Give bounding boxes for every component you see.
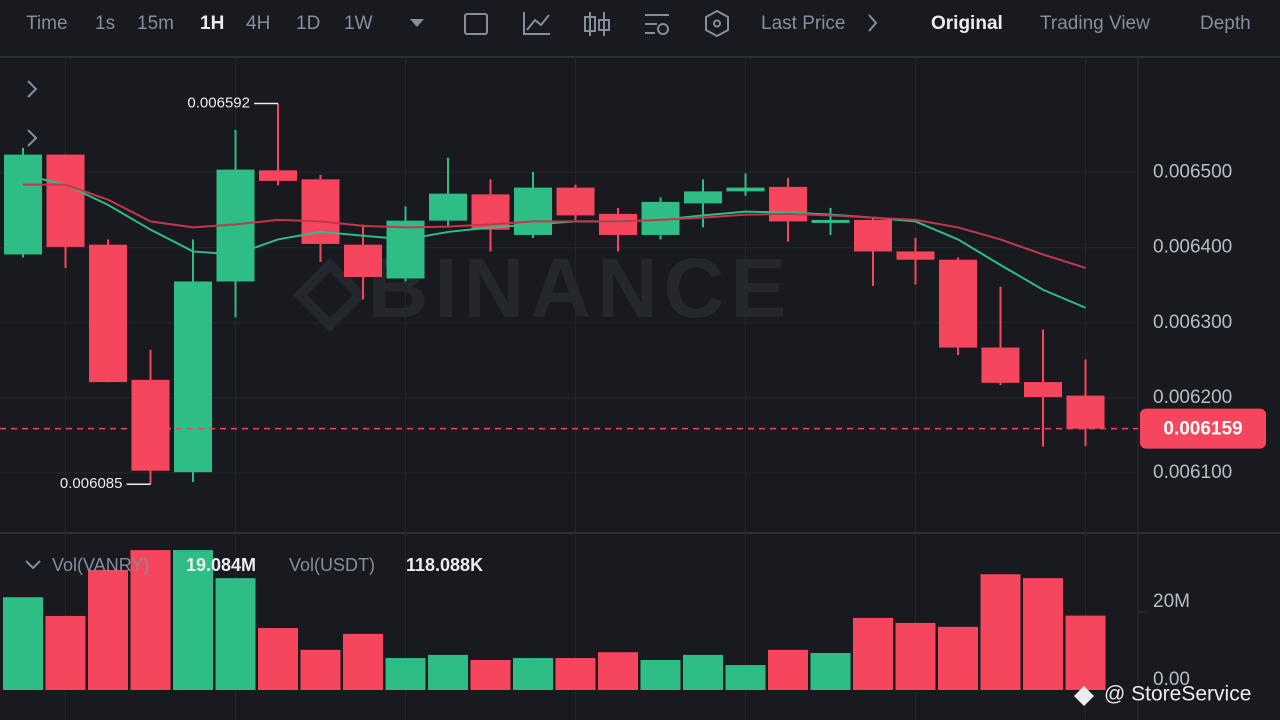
chevron[interactable] <box>868 14 878 32</box>
volume-bar <box>385 658 426 690</box>
volume-legend-name: Vol(VANRY) <box>52 555 149 575</box>
interval[interactable]: 1H <box>200 13 224 34</box>
volume-legend-value: 19.084M <box>186 555 256 575</box>
candle-body <box>1066 395 1105 429</box>
candle-body <box>89 244 127 383</box>
interval[interactable]: Time <box>26 13 68 34</box>
volume-bar <box>1065 615 1106 690</box>
volume-bar <box>1023 578 1063 690</box>
moving-average <box>23 183 1086 269</box>
collapse-icon[interactable] <box>25 560 41 570</box>
volume-bar <box>173 550 213 690</box>
volume-tick-label: 0.00 <box>1153 669 1190 690</box>
volume-bar <box>810 652 851 690</box>
plot: 0.006592 0.006085 <box>0 95 1138 690</box>
candle-body <box>769 186 807 222</box>
watermark-logo <box>292 257 368 333</box>
candle-body <box>131 379 170 471</box>
y-tick-label: 0.006400 <box>1153 237 1232 258</box>
candle-body <box>174 281 212 473</box>
y-tick-label: 0.006200 <box>1153 387 1232 408</box>
candle-body <box>726 187 765 192</box>
dropdown-icon[interactable] <box>410 19 424 27</box>
y-tick-label: 0.006300 <box>1153 312 1232 333</box>
candle-body <box>344 244 382 277</box>
candle-body <box>1024 382 1062 398</box>
expand-icon[interactable] <box>27 80 38 98</box>
moving-average <box>22 173 1086 309</box>
volume-bar <box>343 633 383 690</box>
candle-body <box>896 251 935 260</box>
volume-bar <box>895 622 936 690</box>
volume-bar <box>725 665 766 690</box>
y-tick-label: 0.006500 <box>1153 162 1232 183</box>
last-price-tag <box>1140 408 1266 449</box>
view-tab[interactable]: Depth <box>1200 13 1251 34</box>
volume-bar <box>258 628 298 690</box>
grid <box>0 57 1146 720</box>
volume-bar <box>470 659 511 690</box>
settings-icon[interactable] <box>645 14 669 34</box>
candle-body <box>259 170 297 181</box>
candle-icon[interactable] <box>584 12 610 36</box>
footer: @ StoreService <box>1104 683 1251 706</box>
candle-body <box>854 219 892 252</box>
expand-icon[interactable] <box>27 129 38 147</box>
footer-logo <box>1074 686 1094 706</box>
settings-icon-dot <box>657 23 669 35</box>
volume-bar <box>45 615 86 690</box>
candle-body <box>811 219 850 223</box>
volume-bar <box>300 649 341 690</box>
toolbar: Time 1s 15m 1H 4H 1D 1W Last Price Origi… <box>26 9 1251 38</box>
volume-bar <box>215 578 256 690</box>
candle-body <box>981 347 1020 383</box>
hex-icon-dot <box>713 19 721 28</box>
candle-body <box>939 259 977 348</box>
volume-bar <box>853 617 893 690</box>
candle-body <box>386 220 425 279</box>
volume-bar <box>555 658 596 690</box>
watermark: BINANCE <box>368 241 793 335</box>
hex-icon[interactable] <box>705 9 729 38</box>
interval[interactable]: 1W <box>344 13 373 34</box>
candle-body <box>599 213 637 235</box>
volume-bar <box>130 550 171 690</box>
high-label: 0.006592 <box>187 95 250 112</box>
last-price-label: 0.006159 <box>1163 419 1242 440</box>
volume-bar <box>768 649 808 690</box>
candle-body <box>556 187 595 216</box>
y-tick-label: 0.006100 <box>1153 462 1232 483</box>
candle-body <box>4 154 42 255</box>
candle-body <box>514 187 552 235</box>
volume-bar <box>980 574 1021 690</box>
view-tab[interactable]: Trading View <box>1040 13 1150 34</box>
volume-bar <box>938 626 978 690</box>
calendar-icon[interactable] <box>464 13 488 35</box>
price-type[interactable]: Last Price <box>761 13 845 34</box>
indicator-icon[interactable] <box>523 12 550 35</box>
volume-bar <box>88 569 128 690</box>
volume-bar <box>683 654 723 690</box>
view-tab[interactable]: Original <box>931 13 1003 34</box>
volume-bar <box>428 654 468 690</box>
low-label: 0.006085 <box>60 475 123 492</box>
interval[interactable]: 1D <box>296 13 320 34</box>
candle-body <box>46 154 85 247</box>
volume-bar <box>598 652 638 690</box>
volume-bar <box>513 658 553 690</box>
candle-body <box>429 193 467 221</box>
candle-body <box>684 191 722 204</box>
interval[interactable]: 15m <box>137 13 174 34</box>
volume-tick-label: 20M <box>1153 591 1190 612</box>
interval[interactable]: 1s <box>95 13 115 34</box>
volume-bar <box>3 597 43 690</box>
volume-bar <box>640 659 681 690</box>
volume-legend-name: Vol(USDT) <box>289 555 375 575</box>
volume-legend-value: 118.088K <box>406 555 483 575</box>
interval[interactable]: 4H <box>246 13 270 34</box>
